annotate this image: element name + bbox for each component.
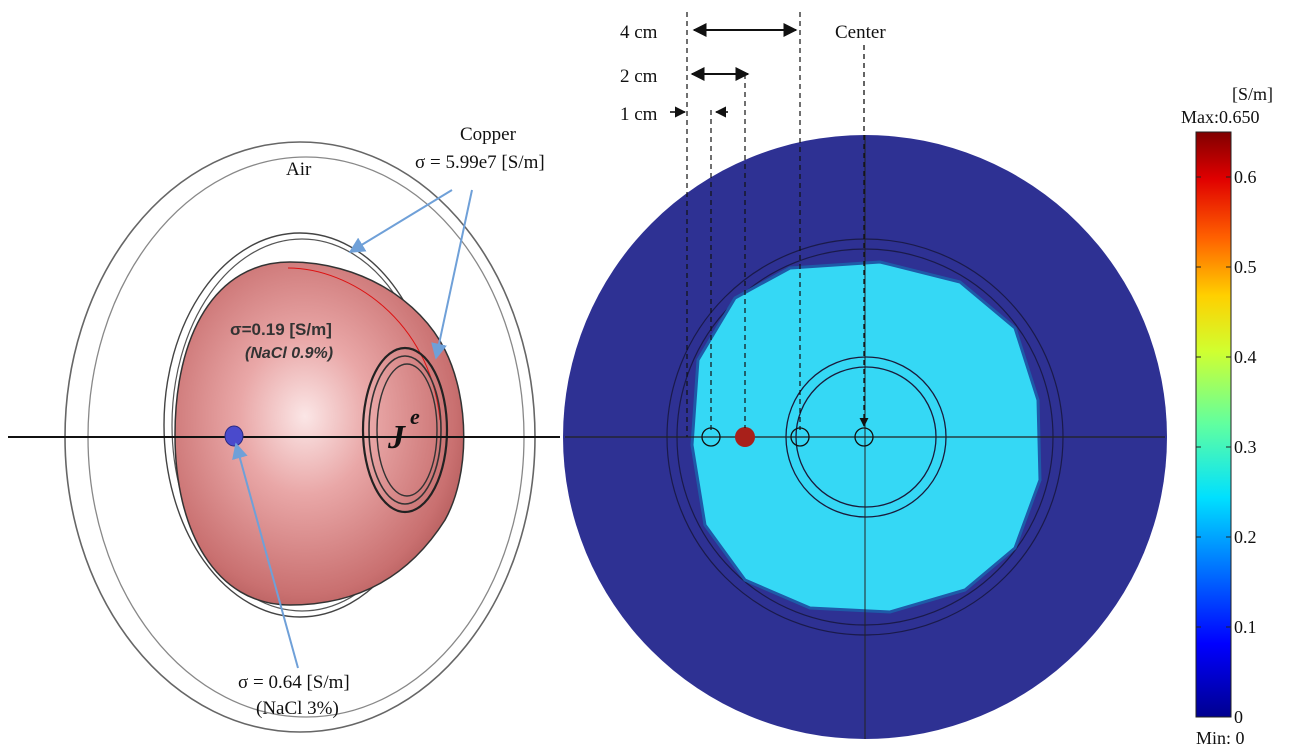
colorbar-min-label: Min: 0	[1196, 728, 1245, 748]
colorbar-tick-label: 0.1	[1234, 617, 1257, 637]
inclusion-conductivity-label: σ = 0.64 [S/m]	[238, 672, 350, 693]
colorbar-tick-label: 0.4	[1234, 347, 1257, 367]
current-density-superscript: e	[410, 404, 420, 429]
colorbar-tick-label: 0.3	[1234, 437, 1257, 457]
colorbar-tick-label: 0	[1234, 707, 1243, 727]
saline-conductivity-label: σ=0.19 [S/m]	[230, 320, 332, 339]
distance-label-4cm: 4 cm	[620, 22, 658, 43]
inclusion-sphere-left	[224, 425, 244, 447]
copper-label: Copper	[460, 124, 517, 145]
colorbar-gradient	[1195, 131, 1232, 718]
air-label: Air	[286, 159, 312, 180]
distance-label-1cm: 1 cm	[620, 104, 658, 125]
saline-concentration-label: (NaCl 0.9%)	[245, 345, 333, 362]
left-panel-phantom-model: Air Copper σ = 5.99e7 [S/m] σ=0.19 [S/m]…	[8, 124, 560, 733]
electrode-ring-mid	[368, 355, 442, 505]
colorbar: [S/m] Max:0.650 0.6 0.5 0.4 0.3 0.2 0.1 0 Min:…	[1181, 84, 1273, 748]
electrode-ring-inner	[376, 363, 438, 497]
inclusion-sphere-2cm	[735, 427, 755, 447]
inclusion-pointer-arrow	[232, 442, 299, 669]
electrode-ring-outer	[361, 346, 449, 514]
colorbar-tick-label: 0.2	[1234, 527, 1257, 547]
colorbar-unit: [S/m]	[1232, 84, 1273, 104]
position-marker-center	[854, 427, 874, 447]
saline-hemisphere	[174, 261, 465, 606]
colorbar-tick-label: 0.5	[1234, 257, 1257, 277]
inclusion-concentration-label: (NaCl 3%)	[256, 698, 339, 719]
copper-conductivity-label: σ = 5.99e7 [S/m]	[415, 152, 545, 173]
right-panel-conductivity-map: 4 cm 2 cm 1 cm Center	[563, 12, 1167, 739]
colorbar-tick-label: 0.6	[1234, 167, 1257, 187]
colorbar-max-label: Max:0.650	[1181, 107, 1260, 127]
copper-pointer-arrow-2	[431, 189, 473, 360]
copper-pointer-arrow-1	[348, 189, 453, 253]
current-density-symbol: J	[387, 419, 406, 456]
colorbar-ticks: 0.6 0.5 0.4 0.3 0.2 0.1 0	[1196, 167, 1257, 727]
distance-label-2cm: 2 cm	[620, 66, 658, 87]
center-label: Center	[835, 22, 886, 43]
